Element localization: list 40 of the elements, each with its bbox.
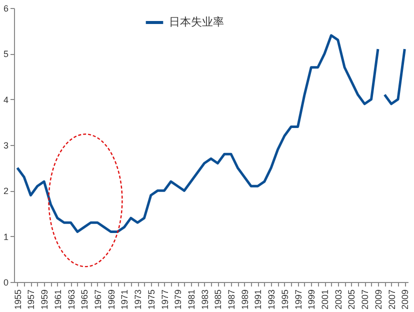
x-tick-label: 2009 [373,290,384,310]
x-tick-label: 1973 [133,290,144,310]
y-tick-label: 5 [3,49,8,60]
x-tick-label: 1975 [146,290,156,310]
x-tick-label: 1965 [80,290,90,310]
x-tick-label: 1991 [253,290,264,310]
x-tick-label: 1969 [106,290,116,310]
x-tick-label: 2007 [360,290,370,310]
x-tick-label: 2005 [346,290,357,310]
x-tick-label: 1983 [200,290,210,310]
x-tick-label: 1961 [52,290,63,310]
x-tick-label: 1993 [266,290,277,310]
x-tick-label: 1997 [293,290,304,310]
x-tick-label: 1963 [66,290,76,310]
y-tick-label: 3 [3,140,8,150]
x-tick-label: 1987 [226,290,237,310]
x-tick-label: 1957 [26,290,36,310]
x-tick-label: 2009 [400,290,410,310]
y-tick-label: 4 [3,94,8,105]
y-tick-label: 1 [3,232,8,242]
x-tick-label: 2001 [320,290,330,310]
y-tick-label: 2 [3,186,8,196]
x-tick-label: 1967 [92,290,103,310]
x-tick-label: 2003 [333,290,344,310]
x-tick-label: 1977 [160,290,170,310]
y-tick-label: 6 [3,4,8,14]
x-tick-label: 1985 [213,290,224,310]
legend-label: 日本失业率 [169,16,224,28]
x-tick-label: 1959 [40,290,50,310]
x-tick-label: 1979 [173,290,184,310]
line-series [383,48,406,106]
x-tick-label: 2007 [386,290,397,310]
x-tick-label: 1981 [186,290,196,310]
x-tick-label: 1955 [12,290,23,310]
x-tick-label: 1995 [280,290,290,310]
line-series [16,34,380,234]
y-tick-label: 0 [3,278,8,288]
x-tick-label: 1971 [120,290,130,310]
x-tick-label: 1999 [306,290,317,310]
x-tick-label: 1989 [240,290,250,310]
